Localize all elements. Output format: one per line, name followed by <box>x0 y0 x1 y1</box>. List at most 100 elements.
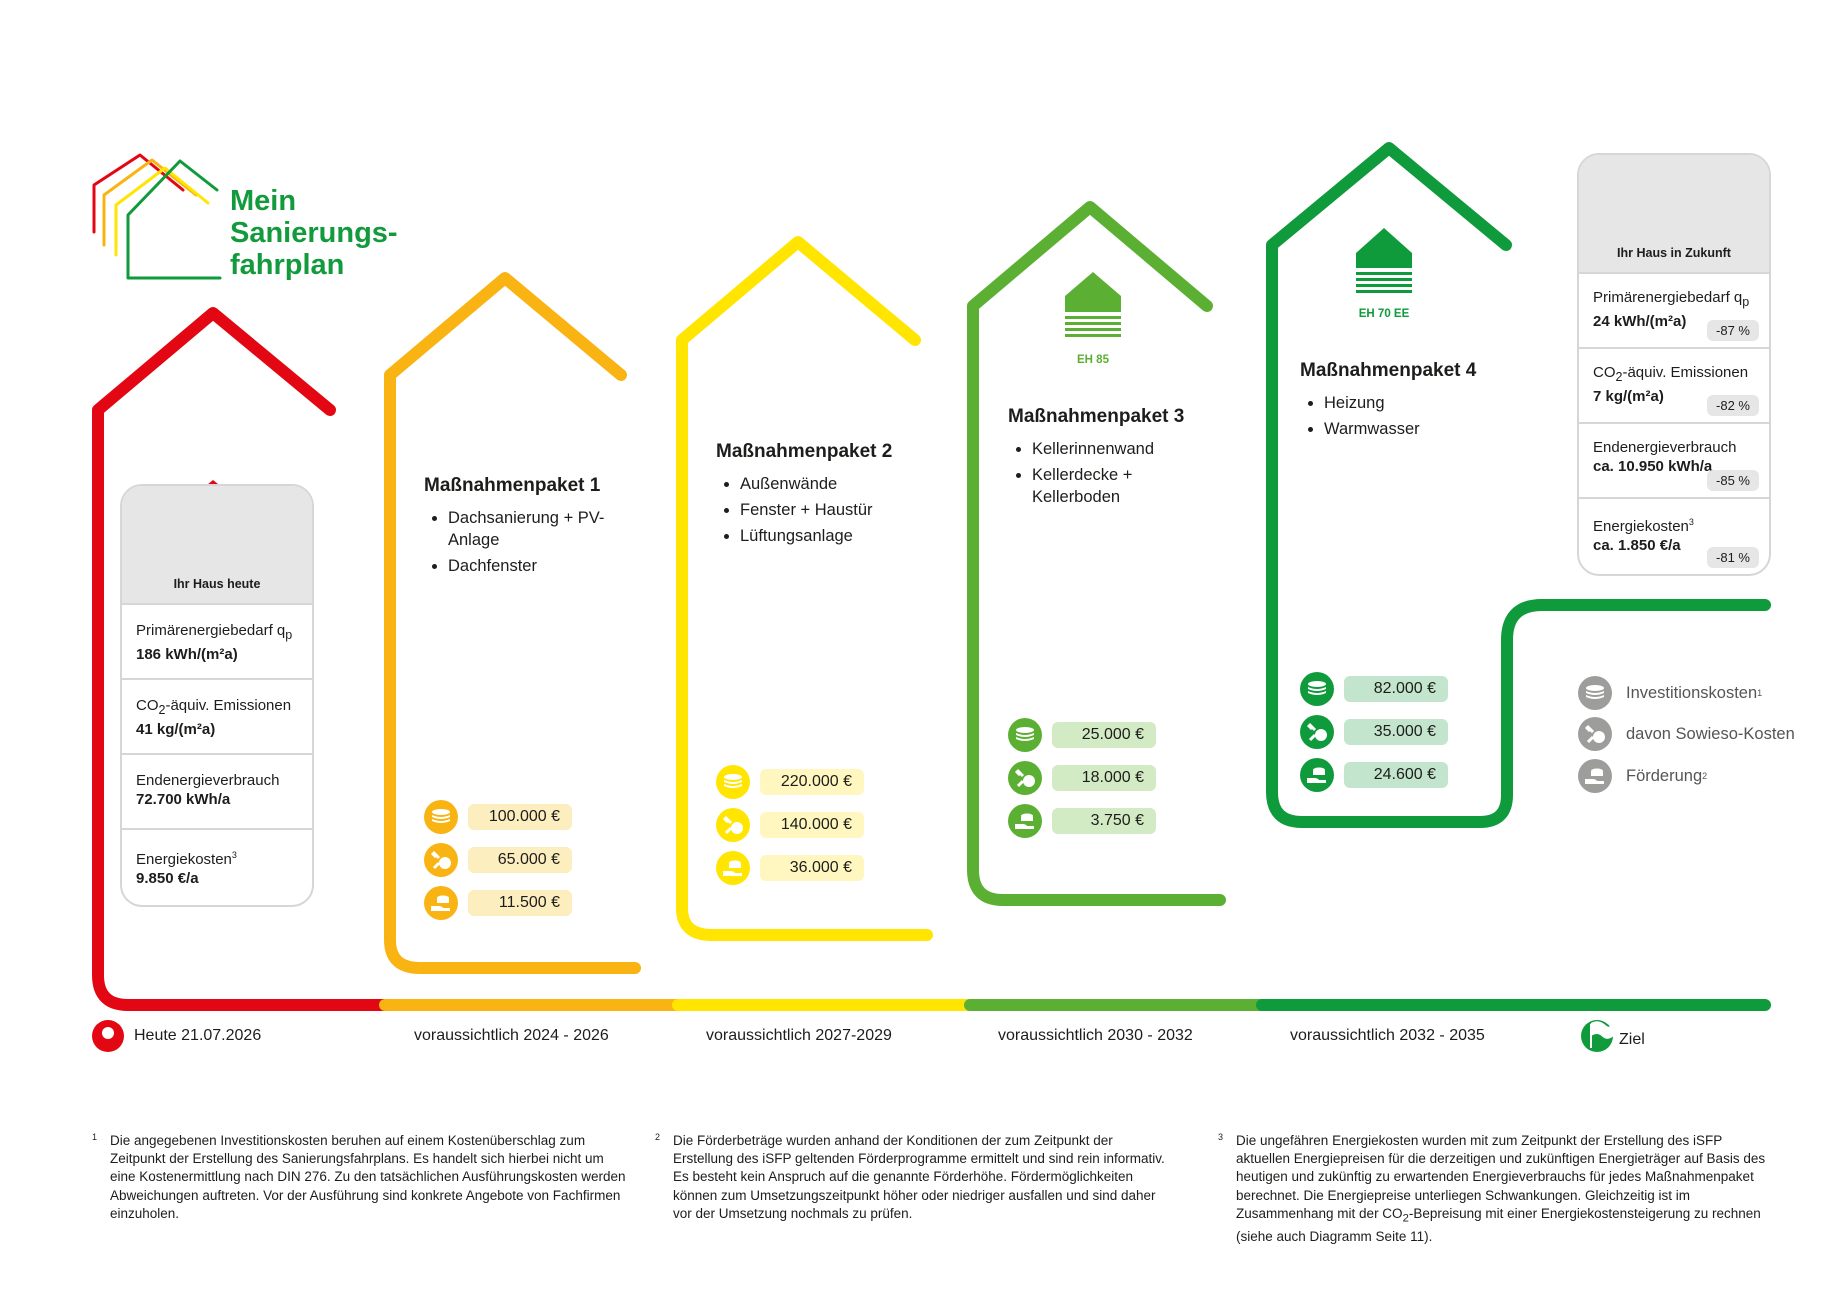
cost-value: 3.750 € <box>1052 808 1156 834</box>
timeline-period-4: voraussichtlich 2032 - 2035 <box>1290 1027 1485 1044</box>
timeline-period-2: voraussichtlich 2027-2029 <box>706 1027 892 1044</box>
wrench-coins-icon <box>1008 761 1042 795</box>
flag-icon <box>1581 1020 1613 1052</box>
package-title: Maßnahmenpaket 3 <box>1008 406 1185 427</box>
cost-value: 140.000 € <box>760 812 864 838</box>
card-row-final-energy: Endenergieverbrauch ca. 10.950 kWh/a -85… <box>1579 424 1769 499</box>
wrench-coins-icon <box>424 843 458 877</box>
timeline-goal: Ziel <box>1619 1031 1645 1048</box>
package-item: Fenster + Haustür <box>740 499 926 521</box>
card-row-energy-costs: Energiekosten3 ca. 1.850 €/a -81 % <box>1579 499 1769 574</box>
cost-value: 24.600 € <box>1344 762 1448 788</box>
wrench-coins-icon <box>716 808 750 842</box>
cost-value: 220.000 € <box>760 769 864 795</box>
cost-value: 25.000 € <box>1052 722 1156 748</box>
timeline-period-3: voraussichtlich 2030 - 2032 <box>998 1027 1193 1044</box>
card-header: Ihr Haus in Zukunft <box>1579 155 1769 274</box>
legend-item: Investitionskosten 1 <box>1578 676 1762 710</box>
package-item: Kellerdecke + Kellerboden <box>1032 464 1188 508</box>
logo-title: Mein Sanierungs- fahrplan <box>230 185 398 281</box>
row-value: ca. 10.950 kWh/a <box>1593 458 1713 475</box>
package-1: Maßnahmenpaket 1 Dachsanierung + PV-Anla… <box>424 475 624 581</box>
reduction-badge: -85 % <box>1707 470 1759 491</box>
package-item: Heizung <box>1324 392 1500 414</box>
row-value: 186 kWh/(m²a) <box>136 646 238 663</box>
coins-icon <box>1578 676 1612 710</box>
legend-label: Förderung <box>1626 766 1703 785</box>
row-value: 24 kWh/(m²a) <box>1593 313 1687 330</box>
wrench-coins-icon <box>1300 715 1334 749</box>
package-item: Kellerinnenwand <box>1032 438 1188 460</box>
package-title: Maßnahmenpaket 1 <box>424 475 601 496</box>
row-value: 9.850 €/a <box>136 870 199 887</box>
coins-icon <box>424 800 458 834</box>
cost-value: 18.000 € <box>1052 765 1156 791</box>
package-title: Maßnahmenpaket 2 <box>716 441 893 462</box>
row-label: Endenergieverbrauch <box>1593 439 1737 456</box>
logo-houses <box>92 153 222 280</box>
row-label: Endenergieverbrauch <box>136 772 280 789</box>
package-1-outline <box>384 272 641 974</box>
package-3: Maßnahmenpaket 3 Kellerinnenwand Kellerd… <box>1008 406 1188 512</box>
eh85-label: EH 85 <box>1077 354 1109 366</box>
row-label: Energiekosten <box>136 851 232 868</box>
card-row-co2: CO2-äquiv. Emissionen 41 kg/(m²a) <box>122 680 312 755</box>
legend-item: davon Sowieso-Kosten <box>1578 717 1795 751</box>
row-value: ca. 1.850 €/a <box>1593 537 1681 554</box>
card-row-primary-energy: Primärenergiebedarf qp 186 kWh/(m²a) <box>122 605 312 680</box>
cost-value: 11.500 € <box>468 890 572 916</box>
package-1-funding-row: 11.500 € <box>424 886 572 920</box>
package-2-sowieso-cost-row: 140.000 € <box>716 808 864 842</box>
hand-coins-icon <box>1008 804 1042 838</box>
footnote-1: 1 Die angegebenen Investitionskosten ber… <box>92 1132 626 1221</box>
package-item: Warmwasser <box>1324 418 1500 440</box>
package-item: Dachfenster <box>448 555 624 577</box>
coins-icon <box>1300 672 1334 706</box>
hand-coins-icon <box>424 886 458 920</box>
package-item: Dachsanierung + PV-Anlage <box>448 507 624 551</box>
package-3-investment-cost-row: 25.000 € <box>1008 718 1156 752</box>
eh70ee-house-icon <box>1356 228 1412 293</box>
coins-icon <box>1008 718 1042 752</box>
row-label: Primärenergiebedarf q <box>136 622 286 639</box>
package-4: Maßnahmenpaket 4 Heizung Warmwasser <box>1300 360 1500 444</box>
cost-value: 65.000 € <box>468 847 572 873</box>
card-row-energy-costs: Energiekosten3 9.850 €/a <box>122 830 312 905</box>
cost-value: 100.000 € <box>468 804 572 830</box>
logo-title-line: Mein <box>230 185 297 217</box>
package-item: Lüftungsanlage <box>740 525 926 547</box>
wrench-coins-icon <box>1578 717 1612 751</box>
card-row-co2: CO2-äquiv. Emissionen 7 kg/(m²a) -82 % <box>1579 349 1769 424</box>
reduction-badge: -81 % <box>1707 547 1759 568</box>
row-value: 7 kg/(m²a) <box>1593 388 1664 405</box>
card-label: Ihr Haus heute <box>173 577 261 591</box>
eh70ee-label: EH 70 EE <box>1358 308 1410 320</box>
package-4-sowieso-cost-row: 35.000 € <box>1300 715 1448 749</box>
package-2-outline <box>676 236 933 941</box>
card-label: Ihr Haus in Zukunft <box>1617 246 1731 260</box>
coins-icon <box>716 765 750 799</box>
cost-value: 82.000 € <box>1344 676 1448 702</box>
package-4-funding-row: 24.600 € <box>1300 758 1448 792</box>
package-4-investment-cost-row: 82.000 € <box>1300 672 1448 706</box>
eh85-house-icon <box>1065 272 1121 337</box>
logo-title-line: fahrplan <box>230 249 345 281</box>
logo-title-line: Sanierungs- <box>230 217 398 249</box>
row-value: 72.700 kWh/a <box>136 791 231 808</box>
reduction-badge: -82 % <box>1707 395 1759 416</box>
cost-value: 35.000 € <box>1344 719 1448 745</box>
package-1-sowieso-cost-row: 65.000 € <box>424 843 572 877</box>
package-2: Maßnahmenpaket 2 Außenwände Fenster + Ha… <box>716 441 926 551</box>
package-3-sowieso-cost-row: 18.000 € <box>1008 761 1156 795</box>
legend-label: Investitionskosten <box>1626 683 1758 702</box>
row-value: 41 kg/(m²a) <box>136 721 216 738</box>
timeline-period-1: voraussichtlich 2024 - 2026 <box>414 1027 609 1044</box>
legend-label: davon Sowieso-Kosten <box>1626 724 1795 743</box>
package-item: Außenwände <box>740 473 926 495</box>
location-pin-icon <box>92 1020 124 1052</box>
hand-coins-icon <box>716 851 750 885</box>
row-label: Primärenergiebedarf q <box>1593 289 1743 306</box>
package-3-outline <box>967 201 1226 906</box>
legend-item: Förderung 2 <box>1578 759 1707 793</box>
card-row-final-energy: Endenergieverbrauch 72.700 kWh/a <box>122 755 312 830</box>
